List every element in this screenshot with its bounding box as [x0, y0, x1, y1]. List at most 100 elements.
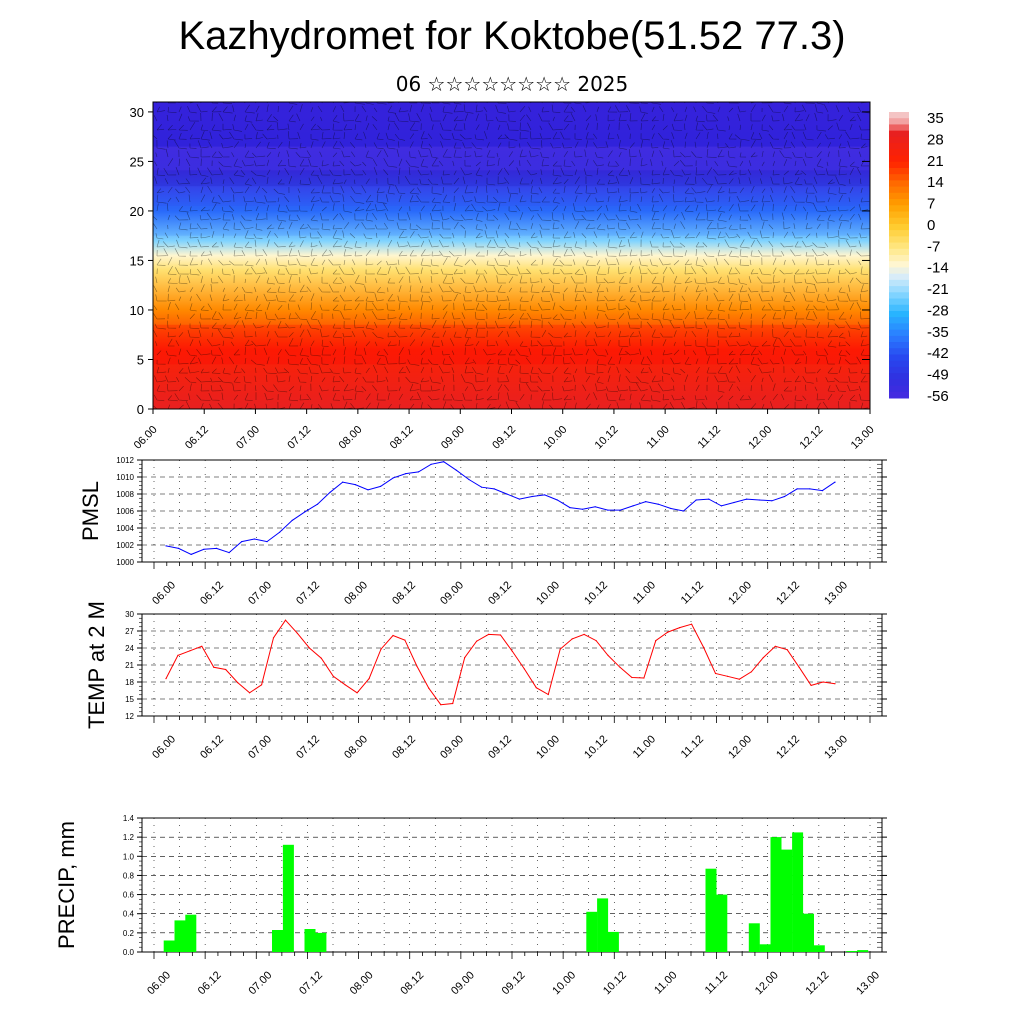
heatmap-band [153, 170, 870, 187]
pmsl-point [405, 473, 407, 475]
temp2m-point [320, 657, 322, 659]
temp2m-point [798, 666, 800, 668]
x-tick-label: 09.00 [449, 969, 477, 997]
y-tick-label: 25 [130, 154, 144, 169]
x-tick-label: 09.12 [486, 733, 514, 761]
x-tick-label: 06.12 [198, 733, 226, 761]
x-tick-label: 12.12 [774, 733, 802, 761]
chart-subtitle: 06 ☆☆☆☆☆☆☆☆ 2025 [395, 72, 629, 96]
colorbar-swatch [889, 317, 909, 324]
colorbar-swatch [889, 360, 909, 368]
colorbar-swatch [889, 118, 909, 125]
wind-barb-column [404, 102, 421, 409]
precip-bar [846, 951, 858, 952]
pmsl-point [695, 499, 697, 501]
wind-barb-column [548, 102, 563, 409]
x-tick-label: 07.00 [246, 579, 274, 607]
precip-bar [716, 894, 728, 952]
colorbar-swatch [889, 255, 909, 262]
pmsl-point [455, 469, 457, 471]
wind-barb-column [657, 102, 673, 409]
y-tick-label: 1004 [116, 524, 134, 533]
y-tick-label: 18 [125, 678, 134, 687]
wind-barb-column [624, 102, 640, 409]
x-tick-label: 06.12 [198, 579, 226, 607]
y-tick-label: 1006 [116, 507, 134, 516]
temp2m-point [559, 648, 561, 650]
wind-barb-column [679, 102, 695, 409]
temp2m-point [547, 693, 549, 696]
colorbar-swatch [889, 286, 909, 293]
wind-barb-column [153, 102, 167, 409]
wind-barb-column [723, 102, 739, 409]
y-tick-label: 1.2 [123, 833, 135, 842]
precip-bar [315, 932, 327, 952]
colorbar-swatch [889, 298, 909, 306]
wind-barb-column [206, 102, 222, 409]
temp2m-point [607, 654, 609, 657]
wind-barb-column [559, 102, 574, 409]
x-tick-label: 06.00 [150, 733, 178, 761]
pmsl-point [481, 486, 483, 488]
x-tick-label: 07.12 [297, 969, 325, 997]
temp-panel: 12 15 18 21 24 27 30 06.00 06.12 07.00 07.12 08.00 0… [84, 601, 887, 761]
x-tick-label: 12.00 [746, 424, 774, 452]
wind-barb-column [239, 102, 255, 409]
wind-barb-column [184, 102, 200, 409]
temp2m-point [643, 677, 645, 679]
colorbar-swatch [889, 242, 909, 250]
wind-barb-column [306, 102, 321, 409]
temp2m-point [272, 637, 275, 639]
pmsl-point [316, 503, 319, 505]
temp2m-point [750, 671, 753, 673]
y-tick-label: 15 [130, 253, 144, 268]
temp2m-point [284, 619, 287, 621]
pmsl-point [607, 509, 609, 511]
temp2m-point [225, 668, 227, 671]
x-tick-label: 12.00 [726, 733, 754, 761]
colorbar-swatch [889, 261, 909, 268]
pmsl-point [708, 498, 710, 500]
pmsl-point [720, 505, 723, 507]
temp2m-point [356, 692, 358, 694]
y-tick-label: 0 [137, 402, 144, 417]
colorbar-swatch [889, 211, 909, 219]
precip-bar [185, 914, 197, 952]
wind-barb-column [217, 102, 233, 409]
wind-barb-column [646, 102, 662, 409]
wind-barb-column [162, 102, 178, 409]
y-tick-label: 0.0 [123, 948, 135, 957]
pmsl-point [228, 552, 230, 554]
x-tick-label: 08.00 [342, 579, 370, 607]
x-tick-label: 09.12 [500, 969, 528, 997]
wind-barb-column [844, 102, 860, 409]
temp2m-point [237, 682, 239, 684]
temp2m-point [261, 684, 263, 686]
colorbar-swatch [889, 167, 909, 175]
colorbar-label: 35 [927, 110, 944, 127]
x-tick-label: 11.00 [644, 424, 671, 451]
precip-bar [607, 931, 619, 952]
wind-barb-column [801, 102, 816, 409]
precip-bar [803, 913, 814, 952]
temp2m-point [822, 681, 824, 683]
x-tick-label: 07.12 [294, 579, 322, 607]
pmsl-point [190, 553, 192, 556]
wind-barb-column [779, 102, 794, 409]
temp2m-point [296, 632, 298, 634]
wind-barb-column [459, 102, 475, 409]
x-tick-label: 06.12 [196, 969, 224, 997]
colorbar-swatch [889, 273, 909, 281]
x-tick-label: 09.12 [490, 424, 518, 452]
y-tick-label: 27 [125, 627, 134, 636]
x-tick-label: 10.00 [534, 733, 562, 761]
y-tick-label: 1008 [116, 490, 134, 499]
x-tick-label: 11.12 [679, 579, 706, 606]
colorbar-swatch [889, 112, 909, 119]
wind-barb-column [525, 102, 541, 409]
wind-barb-column [482, 102, 497, 409]
pmsl-point [342, 481, 344, 483]
pmsl-point [215, 547, 218, 550]
pmsl-point [657, 503, 659, 505]
